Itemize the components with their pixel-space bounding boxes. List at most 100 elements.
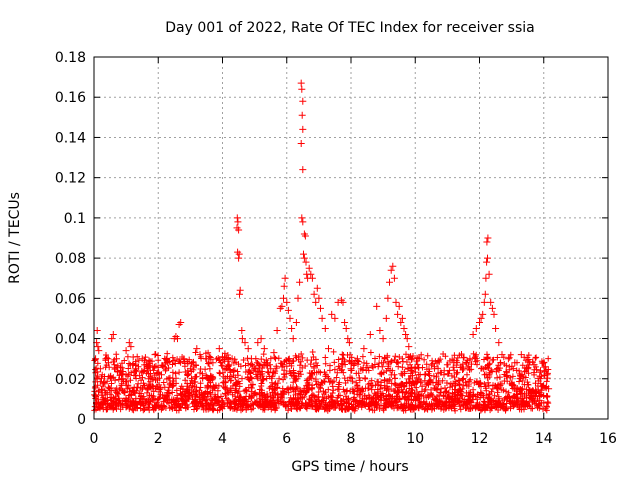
data-point: [251, 365, 259, 373]
data-point: [459, 365, 467, 373]
data-point: [484, 234, 492, 242]
data-point: [301, 232, 309, 240]
x-tick-label: 6: [282, 431, 291, 447]
y-axis-title: ROTI / TECUs: [7, 192, 23, 284]
data-point: [235, 250, 243, 258]
axes: 0 2 4 6 8 10 12 14 16 0 0.02 0.04 0.06 0.08 0.1 0.12 0.1…: [55, 50, 617, 447]
y-tick-label: 0.1: [64, 211, 86, 227]
data-point: [280, 282, 288, 290]
data-point: [264, 359, 271, 367]
data-point: [233, 214, 241, 222]
data-point: [344, 335, 352, 343]
data-point: [317, 304, 324, 312]
data-point: [483, 238, 491, 246]
data-point: [543, 371, 551, 379]
data-point: [386, 278, 393, 286]
data-point: [302, 258, 310, 266]
data-point: [541, 363, 549, 371]
y-tick-label: 0.14: [55, 130, 86, 146]
data-point: [382, 314, 390, 322]
data-point: [122, 347, 130, 355]
data-point: [236, 290, 243, 298]
data-point: [297, 140, 305, 147]
data-point: [113, 355, 120, 363]
data-point: [180, 355, 188, 363]
data-point: [299, 218, 307, 226]
data-point: [483, 258, 491, 266]
grid: [94, 57, 608, 419]
data-point: [345, 339, 353, 347]
data-point: [405, 343, 413, 351]
data-point: [138, 355, 146, 363]
y-tick-label: 0.06: [55, 291, 86, 307]
data-point: [228, 355, 236, 363]
data-point: [504, 355, 512, 363]
dense-point-cloud: [91, 348, 552, 414]
plot-frame: [93, 56, 609, 420]
data-point: [517, 351, 525, 359]
data-point: [298, 111, 306, 119]
data-point: [151, 351, 159, 359]
data-point: [297, 79, 305, 87]
data-point: [373, 302, 381, 310]
data-point: [294, 294, 302, 302]
x-tick-label: 2: [154, 431, 163, 447]
data-point: [298, 85, 306, 93]
data-point: [392, 298, 400, 306]
data-point: [260, 345, 268, 353]
data-point: [390, 274, 398, 282]
y-tick-label: 0.16: [55, 90, 86, 106]
data-point: [353, 355, 361, 363]
x-tick-label: 4: [218, 431, 227, 447]
data-point: [158, 371, 165, 379]
data-point: [384, 294, 392, 302]
data-point: [331, 314, 339, 322]
x-tick-label: 14: [535, 431, 553, 447]
data-point: [488, 304, 496, 312]
data-point: [288, 325, 296, 332]
data-point: [283, 298, 291, 306]
data-point: [395, 302, 403, 310]
data-point: [278, 302, 286, 310]
data-point: [236, 286, 244, 294]
data-point: [300, 254, 308, 262]
data-point: [485, 270, 493, 278]
data-point: [209, 359, 217, 367]
data-point: [202, 355, 210, 363]
data-point: [480, 298, 488, 306]
data-point: [366, 331, 374, 338]
data-point: [177, 319, 185, 326]
data-point: [402, 331, 410, 338]
data-point: [411, 365, 419, 373]
data-point: [286, 314, 294, 322]
data-point: [312, 298, 320, 306]
data-point: [484, 254, 491, 262]
data-point: [394, 310, 402, 318]
chart-title: Day 001 of 2022, Rate Of TEC Index for r…: [165, 20, 534, 36]
data-point: [511, 359, 519, 367]
data-point: [492, 325, 500, 332]
data-point: [481, 290, 489, 298]
data-point: [477, 314, 485, 322]
data-point: [321, 325, 329, 332]
data-point: [280, 294, 287, 302]
data-point: [215, 345, 223, 353]
data-point: [498, 351, 506, 359]
y-tick-label: 0.18: [55, 50, 86, 66]
data-point: [466, 355, 474, 363]
data-point: [299, 97, 307, 105]
data-point: [257, 335, 265, 343]
data-point: [273, 327, 281, 334]
data-point: [281, 274, 289, 282]
data-point: [540, 359, 548, 367]
y-tick-label: 0.02: [55, 372, 86, 388]
data-point: [298, 214, 306, 222]
data-point: [487, 298, 495, 306]
data-point: [284, 306, 292, 314]
data-point: [241, 339, 249, 347]
data-point: [238, 335, 246, 343]
data-point: [469, 331, 477, 338]
data-point: [379, 335, 387, 343]
data-point: [389, 262, 397, 270]
data-point: [164, 359, 172, 367]
